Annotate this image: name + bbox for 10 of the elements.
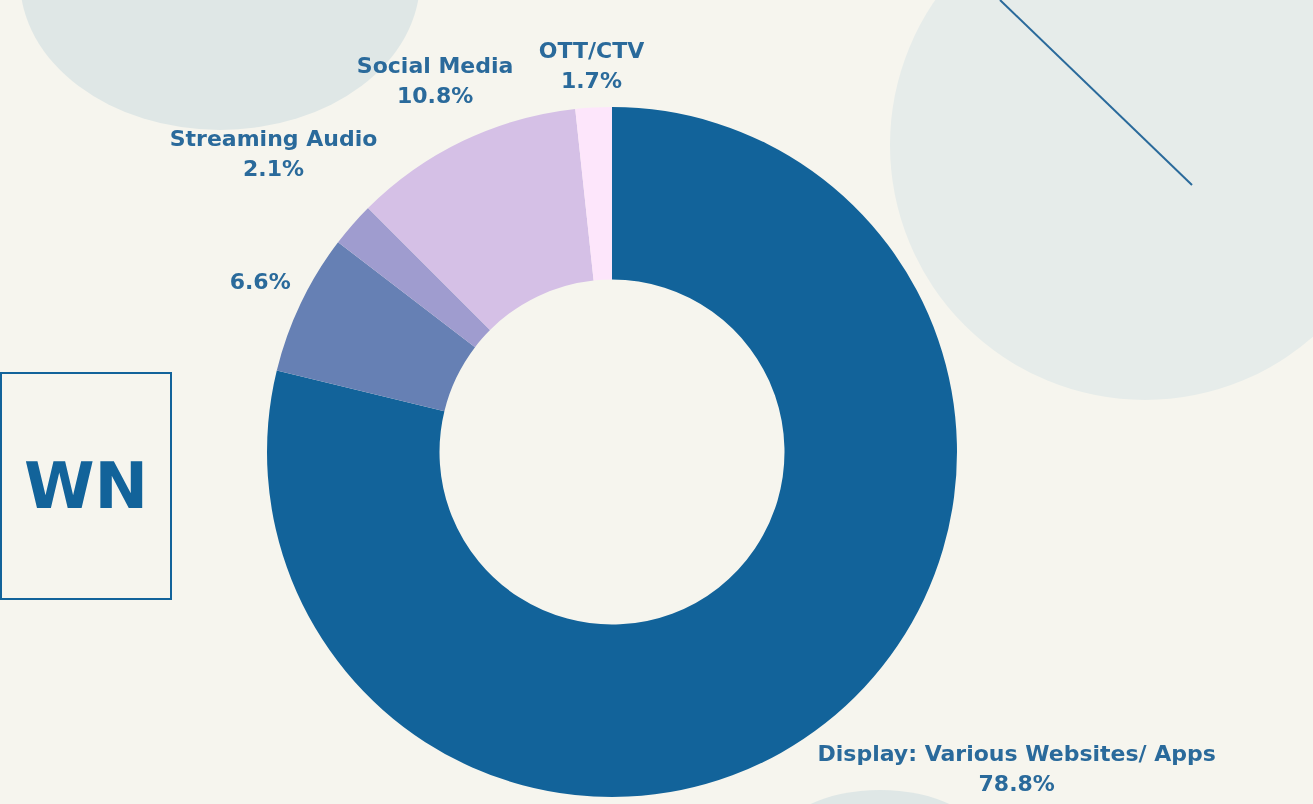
data-label: 6.6% bbox=[229, 269, 291, 295]
data-label: 2.1% bbox=[243, 156, 305, 182]
data-label: 1.7% bbox=[560, 68, 622, 94]
slice-label: Display: Various Websites/ Apps bbox=[817, 740, 1216, 766]
data-label: 78.8% bbox=[978, 770, 1055, 796]
slice-label: OTT/CTV bbox=[538, 38, 645, 64]
slice-label: Streaming Audio bbox=[169, 126, 378, 152]
text: WN bbox=[23, 449, 149, 523]
data-label: 10.8% bbox=[396, 82, 474, 108]
slice-label: Social Media bbox=[356, 52, 514, 78]
